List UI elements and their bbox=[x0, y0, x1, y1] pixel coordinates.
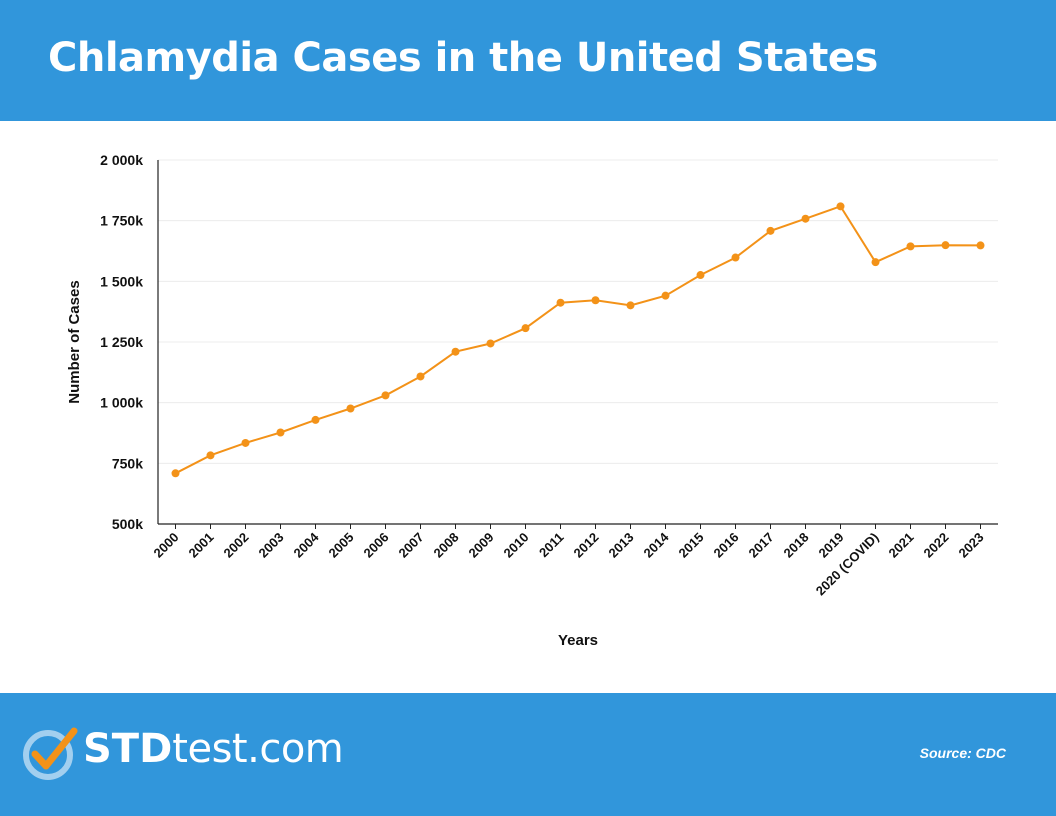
x-tick-label: 2018 bbox=[781, 530, 812, 561]
data-point bbox=[171, 469, 180, 478]
data-point bbox=[801, 214, 810, 223]
data-point bbox=[206, 451, 215, 460]
y-tick-label: 1 500k bbox=[100, 273, 143, 289]
y-tick-label: 2 000k bbox=[100, 152, 143, 168]
x-axis-label: Years bbox=[558, 632, 598, 649]
data-point bbox=[591, 296, 600, 305]
data-point bbox=[906, 242, 915, 251]
y-tick-label: 750k bbox=[112, 455, 143, 471]
data-point bbox=[626, 301, 635, 310]
x-tick-label: 2020 (COVID) bbox=[813, 530, 882, 599]
y-tick-label: 1 000k bbox=[100, 395, 143, 411]
x-tick-label: 2022 bbox=[921, 530, 952, 561]
data-point bbox=[731, 253, 740, 262]
x-tick-label: 2011 bbox=[536, 530, 567, 561]
y-tick-label: 1 750k bbox=[100, 213, 143, 229]
line-chart: 500k 750k 1 000k 1 250k 1 500k 1 750k 2 000k 2… bbox=[66, 152, 998, 649]
data-point bbox=[451, 347, 460, 356]
data-point bbox=[486, 339, 495, 348]
data-point bbox=[276, 428, 285, 437]
x-tick-label: 2008 bbox=[431, 530, 462, 561]
x-tick-label: 2013 bbox=[606, 530, 637, 561]
x-tick-label: 2015 bbox=[676, 530, 707, 561]
y-tick-label: 1 250k bbox=[100, 334, 143, 350]
source-note: Source: CDC bbox=[919, 745, 1006, 761]
y-tick-label: 500k bbox=[112, 516, 143, 532]
checkmark-circle-icon bbox=[23, 727, 78, 780]
x-tick-label: 2004 bbox=[291, 529, 323, 561]
data-point bbox=[556, 298, 565, 307]
data-point bbox=[976, 241, 985, 250]
data-point bbox=[521, 324, 530, 333]
data-point bbox=[416, 372, 425, 381]
data-point bbox=[871, 258, 880, 267]
data-point bbox=[381, 391, 390, 400]
series-line bbox=[175, 205, 981, 475]
data-point bbox=[836, 202, 845, 211]
x-tick-label: 2023 bbox=[956, 530, 987, 561]
data-point bbox=[766, 226, 775, 235]
data-point bbox=[241, 438, 250, 447]
stdtest-logo[interactable]: STDtest.com bbox=[22, 721, 344, 785]
x-tick-label: 2006 bbox=[361, 530, 392, 561]
data-point bbox=[661, 291, 670, 300]
x-tick-label: 2007 bbox=[396, 530, 427, 561]
x-tick-label: 2016 bbox=[711, 530, 742, 561]
x-tick-label: 2014 bbox=[641, 529, 673, 561]
x-tick-label: 2012 bbox=[571, 530, 602, 561]
x-tick-label: 2000 bbox=[151, 530, 182, 561]
x-tick-label: 2002 bbox=[221, 530, 252, 561]
x-tick-label: 2005 bbox=[326, 530, 357, 561]
data-point bbox=[311, 415, 320, 424]
x-tick-label: 2009 bbox=[466, 530, 497, 561]
page-title: Chlamydia Cases in the United States bbox=[48, 35, 878, 81]
y-axis-label: Number of Cases bbox=[66, 280, 83, 403]
footer-banner: STDtest.com Source: CDC bbox=[0, 693, 1056, 816]
logo-wordmark: STDtest.com bbox=[83, 726, 344, 772]
data-point bbox=[941, 241, 950, 250]
header-banner: Chlamydia Cases in the United States bbox=[0, 0, 1056, 121]
x-tick-label: 2001 bbox=[186, 530, 217, 561]
chart-area: 500k 750k 1 000k 1 250k 1 500k 1 750k 2 000k 2… bbox=[0, 121, 1056, 693]
x-tick-label: 2003 bbox=[256, 530, 287, 561]
x-tick-label: 2010 bbox=[501, 530, 532, 561]
logo-text-light: test.com bbox=[172, 726, 344, 772]
logo-text-bold: STD bbox=[83, 726, 173, 772]
data-point bbox=[346, 404, 355, 413]
x-tick-label: 2017 bbox=[746, 530, 777, 561]
x-tick-label: 2021 bbox=[886, 530, 917, 561]
x-tick-label: 2019 bbox=[816, 530, 847, 561]
data-point bbox=[696, 271, 705, 280]
